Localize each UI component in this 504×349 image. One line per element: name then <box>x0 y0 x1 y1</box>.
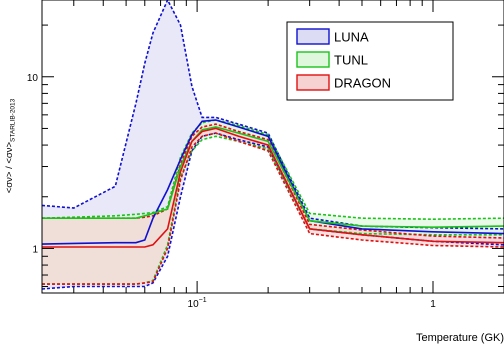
y-tick-label: 10 <box>27 73 39 84</box>
x-tick-label-exponent: −1 <box>199 297 207 304</box>
plot-frame <box>41 0 504 294</box>
x-tick-label-base: 1 <box>430 299 436 310</box>
dragon-median-line <box>42 127 504 248</box>
y-tick-label: 1 <box>32 244 38 255</box>
x-tick-label-base: 10 <box>188 299 200 310</box>
luna-upper-bound <box>41 0 504 230</box>
x-tick-label: 10−1 <box>188 297 207 310</box>
legend-swatch-tunl <box>296 51 330 68</box>
y-axis-label-main: <σν> / <σν> <box>4 142 15 194</box>
x-tick-label: 1 <box>430 299 436 310</box>
legend-label-tunl: TUNL <box>334 53 368 68</box>
y-axis-label-subscript: STARLIB-2013 <box>10 98 17 142</box>
legend-label-dragon: DRAGON <box>334 76 391 91</box>
series-lines <box>41 0 504 290</box>
legend-swatch-luna <box>296 28 330 45</box>
legend-label-luna: LUNA <box>334 30 369 45</box>
tunl-upper-bound <box>41 119 504 221</box>
legend: LUNA TUNL DRAGON <box>286 21 454 101</box>
luna-median-line <box>41 119 504 245</box>
dragon-lower-bound <box>42 132 504 285</box>
y-axis-label: <σν> / <σν>STARLIB-2013 <box>4 98 17 193</box>
legend-swatch-dragon <box>296 74 330 91</box>
dragon-band <box>42 124 504 285</box>
x-axis-label: Temperature (GK) <box>416 332 504 344</box>
